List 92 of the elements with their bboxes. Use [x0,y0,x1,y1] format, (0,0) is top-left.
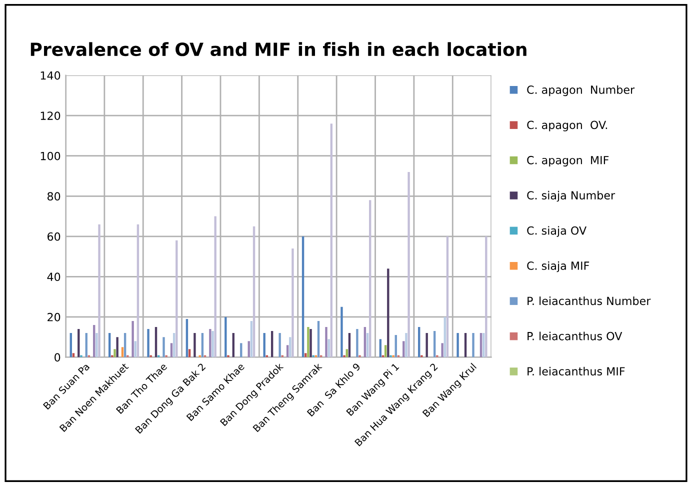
bar [134,341,136,358]
y-tick-label: 0 [54,353,60,362]
legend-label: C. siaja Number [527,190,616,202]
bar [124,333,126,358]
bar [289,337,292,358]
legend-label: C. siaja MIF [527,261,590,272]
bar [307,327,310,358]
bar [201,333,204,358]
bar [405,333,408,358]
bar [394,335,397,358]
bar [270,331,274,358]
bar [366,333,369,358]
bar [194,333,196,358]
legend-label: P. leiacanthus MIF [528,366,625,376]
bar [170,343,173,358]
y-tick-label: 20 [48,312,60,322]
bar [480,333,482,358]
bar [456,333,459,358]
bar [116,337,118,358]
bar [310,329,312,358]
bar [114,349,116,358]
bar [136,224,140,358]
bar [464,333,467,358]
bar [98,224,100,358]
bar [482,333,485,358]
bar [317,320,320,358]
bar [209,329,212,358]
y-tick-label: 60 [48,232,60,241]
bar [292,248,294,358]
bar [330,124,332,358]
bar [364,327,366,358]
bar [186,318,188,358]
bar [147,329,150,358]
bar [472,333,474,358]
bar [232,333,234,358]
bar [328,339,330,358]
y-tick-label: 100 [40,152,60,160]
bar [356,329,358,358]
bar [433,331,436,358]
bar [72,353,75,358]
bar [154,327,158,358]
bar [240,343,242,358]
bar [93,324,96,358]
legend-label: C. apagon MIF [527,156,609,166]
bar [441,343,444,358]
bar [85,333,88,358]
y-tick-label: 120 [40,112,60,120]
legend-label: P. leiacanthus OV [528,332,622,340]
legend-label: C. apagon OV. [527,120,608,132]
bar [212,331,214,358]
bar [418,327,420,358]
bar [348,333,351,358]
bar [263,333,266,358]
bar [96,333,98,358]
bar [387,268,390,358]
bar [402,341,405,358]
bar [108,333,111,358]
bar [325,327,328,358]
bar [485,236,488,358]
y-tick-label: 40 [47,272,60,282]
y-tick-label: 140 [40,71,60,80]
bar [286,345,289,358]
bar [214,216,216,358]
y-tick-label: 80 [47,192,60,201]
bar [369,200,372,358]
bar [132,320,134,358]
bar [78,329,80,358]
legend-label: P. leiacanthus Number [528,296,651,306]
bar [446,236,449,358]
bar [379,339,382,358]
bar [248,341,250,358]
bar [176,240,178,358]
legend-label: C. apagon Number [527,85,635,96]
bar [224,316,227,358]
bar [70,333,72,358]
bar [340,306,343,358]
bar [252,226,256,358]
bar [188,349,191,358]
bar [250,320,253,358]
bar [278,333,281,358]
bar [302,236,304,358]
bar [304,353,307,358]
bar [121,347,124,358]
bar [384,345,387,358]
chart-title: Prevalence of OV and MIF in fish in each location [30,42,526,56]
legend-label: C. siaja OV [527,226,586,237]
bar [172,333,176,358]
bar [444,316,446,358]
bar [346,349,348,358]
bar [162,337,165,358]
bar [426,333,428,358]
bar [408,172,410,358]
